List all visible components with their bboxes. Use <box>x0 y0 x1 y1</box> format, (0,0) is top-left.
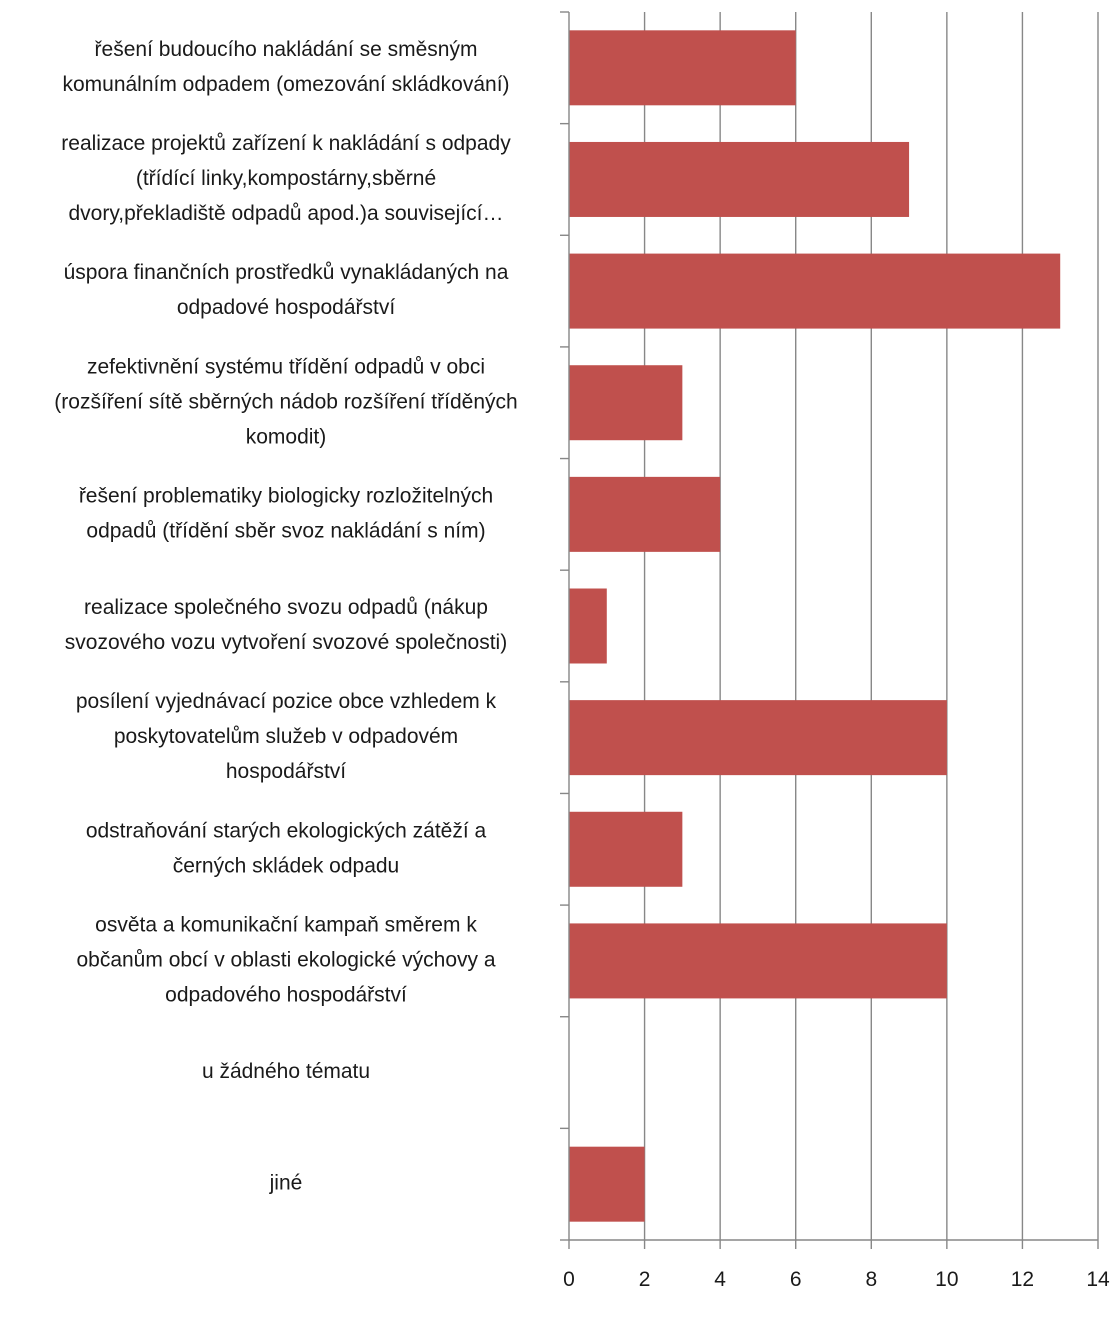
category-labels: řešení budoucího nakládání se směsným kom… <box>54 38 517 1195</box>
bar-9 <box>569 923 947 999</box>
x-tick-label-4: 4 <box>714 1268 726 1291</box>
bar-3 <box>569 253 1061 329</box>
x-tick-label-8: 8 <box>865 1268 877 1291</box>
x-tick-label-2: 2 <box>639 1268 651 1291</box>
bar-8 <box>569 811 683 887</box>
x-tick-label-10: 10 <box>935 1268 958 1291</box>
bar-4 <box>569 365 683 441</box>
category-label-10: u žádného tématu <box>202 1060 370 1083</box>
category-label-4: zefektivnění systému třídění odpadů v ob… <box>54 355 517 448</box>
category-label-9: osvěta a komunikační kampaň směrem k obča… <box>76 913 495 1006</box>
category-label-2: realizace projektů zařízení k nakládání … <box>61 132 511 225</box>
bar-1 <box>569 30 796 106</box>
x-tick-label-12: 12 <box>1011 1268 1034 1291</box>
category-label-11: jiné <box>269 1172 303 1195</box>
x-tick-label-6: 6 <box>790 1268 802 1291</box>
category-label-1: řešení budoucího nakládání se směsným kom… <box>62 38 509 96</box>
category-label-7: posílení vyjednávací pozice obce vzhlede… <box>76 690 497 783</box>
bar-5 <box>569 476 721 552</box>
category-label-6: realizace společného svozu odpadů (nákup… <box>65 596 507 654</box>
category-label-8: odstraňování starých ekologických zátěží… <box>86 819 487 877</box>
x-tick-label-14: 14 <box>1086 1268 1110 1291</box>
bars <box>569 30 1061 1222</box>
x-tick-label-0: 0 <box>563 1268 575 1291</box>
axes <box>560 11 1099 1249</box>
bar-7 <box>569 700 947 776</box>
x-tick-labels: 0 2 4 6 8 10 12 14 <box>563 1268 1110 1291</box>
category-label-3: úspora finančních prostředků vynakládaný… <box>64 261 509 319</box>
bar-6 <box>569 588 607 664</box>
bar-2 <box>569 141 910 217</box>
bar-11 <box>569 1146 645 1222</box>
category-label-5: řešení problematiky biologicky rozložite… <box>79 484 493 542</box>
